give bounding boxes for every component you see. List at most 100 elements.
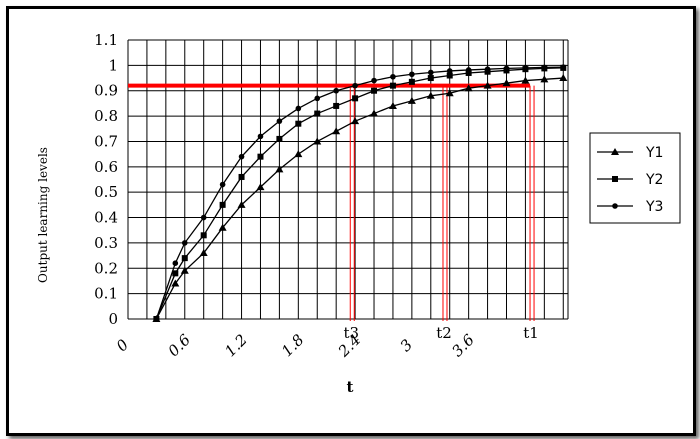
legend: Y1 Y2 Y3 (589, 132, 681, 224)
data-point (427, 75, 434, 82)
data-point (351, 117, 360, 125)
legend-label: Y1 (645, 145, 663, 161)
data-point (427, 69, 434, 76)
y-tick-label: 0.8 (94, 107, 118, 125)
data-point (352, 82, 358, 89)
data-point (371, 87, 378, 94)
data-point (218, 223, 227, 231)
y-tick-label: 1 (108, 56, 118, 74)
data-point (200, 232, 207, 239)
data-point (172, 270, 179, 277)
data-point (219, 201, 226, 208)
data-point (611, 148, 619, 155)
data-point (256, 183, 265, 191)
data-point (390, 73, 396, 80)
data-point (181, 255, 188, 262)
y-tick-label: 0.6 (94, 158, 118, 176)
t-marker-label: t3 (343, 324, 359, 342)
data-point (181, 240, 188, 246)
data-point (172, 260, 179, 267)
data-point (276, 135, 283, 142)
data-point (388, 101, 397, 109)
data-point (560, 64, 567, 70)
x-tick-label: 1.2 (221, 331, 251, 361)
data-point (200, 214, 207, 221)
data-point (294, 150, 303, 158)
data-point (446, 72, 453, 79)
chart-frame (6, 6, 696, 436)
y-tick-label: 0.5 (94, 183, 118, 201)
data-point (371, 77, 377, 84)
series-y3 (153, 64, 567, 322)
legend-label: Y2 (645, 172, 663, 188)
data-point (541, 64, 548, 71)
data-point (503, 65, 510, 72)
x-tick-label: 3.6 (448, 330, 478, 360)
data-point (426, 91, 435, 99)
data-point (521, 76, 530, 84)
x-tick-label: 0.6 (164, 330, 194, 360)
grid (127, 39, 569, 320)
x-tick-label: 3 (397, 336, 416, 355)
data-point (313, 137, 322, 145)
data-point (540, 75, 549, 83)
t-marker-label: t1 (523, 324, 539, 342)
data-point (257, 133, 264, 140)
data-point (352, 95, 359, 102)
y-tick-label: 0.9 (94, 82, 118, 100)
y-tick-label: 0 (108, 310, 118, 328)
data-point (483, 81, 492, 89)
legend-box (589, 132, 681, 224)
series-y1 (152, 74, 568, 322)
y-tick-labels: 0 0.1 0.2 0.3 0.4 0.5 0.6 0.7 0.8 0.9 1 1.1 (94, 31, 118, 328)
y-tick-label: 1.1 (94, 31, 118, 49)
series-line (155, 66, 564, 320)
x-tick-label: 0 (113, 335, 133, 355)
t-marker-label: t2 (436, 324, 452, 342)
series-group (152, 64, 568, 322)
data-point (502, 79, 511, 87)
y-tick-label: 0.3 (94, 234, 118, 252)
legend-items: Y1 Y2 Y3 (597, 145, 663, 215)
data-point (180, 266, 189, 274)
data-point (333, 102, 340, 109)
data-point (257, 153, 264, 160)
data-point (446, 68, 453, 74)
y-tick-label: 0.4 (94, 209, 118, 227)
data-point (484, 66, 491, 72)
data-point (276, 118, 283, 124)
data-point (238, 173, 245, 180)
data-point (314, 95, 321, 102)
data-point (464, 84, 473, 92)
data-point (465, 69, 472, 76)
legend-item-y1: Y1 (597, 145, 663, 161)
data-point (612, 176, 618, 182)
threshold-lines (128, 83, 535, 321)
series-line (155, 77, 564, 320)
x-tick-labels: 0 0.6 1.2 1.8 2.4 3 3.6 (113, 330, 479, 361)
data-point (333, 87, 339, 94)
legend-item-y3: Y3 (597, 199, 663, 215)
data-point (238, 153, 245, 160)
legend-label: Y3 (645, 199, 663, 215)
x-tick-label: 1.8 (278, 331, 308, 361)
t-marker-labels: t3 t2 t1 (343, 324, 538, 342)
data-point (199, 249, 208, 257)
data-point (275, 165, 284, 173)
data-point (559, 74, 568, 82)
y-tick-label: 0.2 (94, 259, 118, 277)
data-point (295, 105, 302, 112)
data-point (314, 110, 321, 117)
data-point (389, 82, 396, 89)
data-point (522, 65, 529, 71)
data-point (332, 127, 341, 135)
data-point (465, 67, 472, 73)
data-point (219, 181, 226, 188)
data-point (370, 109, 379, 117)
y-tick-label: 0.7 (94, 132, 118, 150)
legend-item-y2: Y2 (597, 172, 663, 188)
data-point (612, 203, 618, 209)
data-point (171, 279, 180, 287)
y-axis-title: Output learning levels (36, 147, 50, 283)
